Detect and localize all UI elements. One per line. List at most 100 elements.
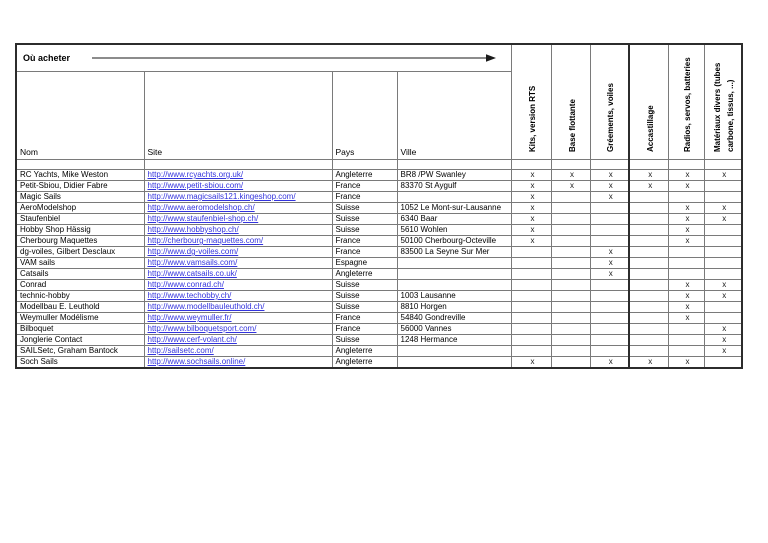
availability-mark-cell — [510, 290, 552, 302]
site-link[interactable]: http://www.dg-voiles.com/ — [147, 247, 239, 257]
column-header-site: Site — [143, 71, 333, 160]
site-link[interactable]: http://cherbourg-maquettes.com/ — [147, 236, 264, 246]
availability-mark-cell: x — [703, 323, 743, 335]
site-cell: http://www.vamsails.com/ — [143, 257, 333, 269]
company-name-cell: Conrad — [15, 279, 145, 291]
city-cell — [396, 345, 512, 357]
company-name-cell: Soch Sails — [15, 356, 145, 369]
availability-mark-cell: x — [510, 235, 552, 247]
spacer-cell — [331, 159, 398, 170]
site-link[interactable]: http://www.conrad.ch/ — [147, 280, 224, 290]
availability-mark-cell — [667, 268, 705, 280]
availability-mark-cell — [550, 224, 591, 236]
header-cell-greements: Gréements, voiles — [589, 43, 630, 160]
table-row: Hobby Shop Hässig http://www.hobbyshop.ch… — [15, 224, 743, 236]
table-row: Weymuller Modélisme http://www.weymuller.… — [15, 312, 743, 324]
availability-mark-cell: x — [667, 301, 705, 313]
header-cell-base-flottante: Base flottante — [550, 43, 591, 160]
site-link[interactable]: http://www.magicsails121.kingeshop.com/ — [147, 192, 296, 202]
site-link[interactable]: http://www.petit-sbiou.com/ — [147, 181, 244, 191]
availability-mark-cell — [628, 235, 669, 247]
site-link[interactable]: http://sailsetc.com/ — [147, 346, 214, 356]
spacer-cell — [143, 159, 333, 170]
header-label-greements: Gréements, voiles — [606, 83, 616, 152]
site-cell: http://www.modellbauleuthold.ch/ — [143, 301, 333, 313]
country-cell: Espagne — [331, 257, 398, 269]
country-cell: Suisse — [331, 202, 398, 214]
availability-mark-cell: x — [550, 169, 591, 181]
table-row: technic-hobby http://www.techobby.ch/Suis… — [15, 290, 743, 302]
site-cell: http://www.rcyachts.org.uk/ — [143, 169, 333, 181]
city-cell: 8810 Horgen — [396, 301, 512, 313]
city-cell: 1248 Hermance — [396, 334, 512, 346]
table-row: SAILSetc, Graham Bantock http://sailsetc.… — [15, 345, 743, 357]
availability-mark-cell — [703, 356, 743, 369]
availability-mark-cell — [628, 312, 669, 324]
availability-mark-cell: x — [703, 290, 743, 302]
availability-mark-cell: x — [703, 334, 743, 346]
table-row: RC Yachts, Mike Weston http://www.rcyacht… — [15, 169, 743, 181]
availability-mark-cell — [703, 224, 743, 236]
availability-mark-cell — [550, 268, 591, 280]
availability-mark-cell: x — [628, 180, 669, 192]
availability-mark-cell — [703, 246, 743, 258]
city-cell — [396, 356, 512, 369]
company-name-cell: VAM sails — [15, 257, 145, 269]
availability-mark-cell — [550, 356, 591, 369]
header-label-radios: Radios, servos, batteries — [683, 57, 692, 152]
availability-mark-cell — [510, 279, 552, 291]
column-header-pays: Pays — [331, 71, 398, 160]
country-cell: Angleterre — [331, 345, 398, 357]
country-cell: France — [331, 180, 398, 192]
company-name-cell: Cherbourg Maquettes — [15, 235, 145, 247]
site-link[interactable]: http://www.catsails.co.uk/ — [147, 269, 237, 279]
company-name-cell: RC Yachts, Mike Weston — [15, 169, 145, 181]
company-name-cell: Weymuller Modélisme — [15, 312, 145, 324]
availability-mark-cell — [667, 323, 705, 335]
site-link[interactable]: http://www.techobby.ch/ — [147, 291, 232, 301]
site-link[interactable]: http://www.staufenbiel-shop.ch/ — [147, 214, 259, 224]
site-link[interactable]: http://www.aeromodelshop.ch/ — [147, 203, 255, 213]
site-cell: http://cherbourg-maquettes.com/ — [143, 235, 333, 247]
where-to-buy-label: Où acheter — [23, 53, 71, 63]
table-row: Soch Sails http://www.sochsails.online/An… — [15, 356, 743, 369]
availability-mark-cell — [628, 301, 669, 313]
header-cell-kits: Kits, version RTS — [510, 43, 552, 160]
site-link[interactable]: http://www.cerf-volant.ch/ — [147, 335, 237, 345]
availability-mark-cell — [628, 257, 669, 269]
availability-mark-cell — [703, 268, 743, 280]
site-link[interactable]: http://www.hobbyshop.ch/ — [147, 225, 239, 235]
country-cell: Suisse — [331, 290, 398, 302]
availability-mark-cell — [510, 268, 552, 280]
site-link[interactable]: http://www.rcyachts.org.uk/ — [147, 170, 244, 180]
header-cell-materiaux: Matériaux divers (tubes carbone, tissus,… — [703, 43, 743, 160]
availability-mark-cell — [510, 301, 552, 313]
city-cell — [396, 257, 512, 269]
availability-mark-cell — [628, 213, 669, 225]
city-cell: 56000 Vannes — [396, 323, 512, 335]
availability-mark-cell — [550, 323, 591, 335]
availability-mark-cell: x — [510, 169, 552, 181]
availability-mark-cell — [550, 290, 591, 302]
site-link[interactable]: http://www.bilboquetsport.com/ — [147, 324, 257, 334]
site-link[interactable]: http://www.sochsails.online/ — [147, 357, 246, 366]
site-cell: http://www.sochsails.online/ — [143, 356, 333, 369]
spacer-cell — [510, 159, 552, 170]
availability-mark-cell — [589, 213, 630, 225]
spacer-cell — [667, 159, 705, 170]
availability-mark-cell: x — [703, 202, 743, 214]
site-cell: http://www.hobbyshop.ch/ — [143, 224, 333, 236]
site-link[interactable]: http://www.vamsails.com/ — [147, 258, 238, 268]
availability-mark-cell: x — [510, 180, 552, 192]
availability-mark-cell: x — [589, 246, 630, 258]
title-row: Où acheter Kits, version RTS Base flotta… — [15, 43, 743, 160]
availability-mark-cell — [703, 180, 743, 192]
country-cell: Suisse — [331, 334, 398, 346]
city-cell: 1003 Lausanne — [396, 290, 512, 302]
site-link[interactable]: http://www.modellbauleuthold.ch/ — [147, 302, 265, 312]
availability-mark-cell: x — [510, 213, 552, 225]
availability-mark-cell — [628, 202, 669, 214]
country-cell: France — [331, 246, 398, 258]
company-name-cell: Petit-Sbiou, Didier Fabre — [15, 180, 145, 192]
site-link[interactable]: http://www.weymuller.fr/ — [147, 313, 232, 323]
